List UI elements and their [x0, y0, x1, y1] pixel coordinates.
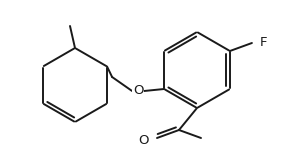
Text: F: F: [260, 37, 267, 49]
Text: O: O: [139, 134, 149, 146]
Text: O: O: [133, 85, 143, 98]
